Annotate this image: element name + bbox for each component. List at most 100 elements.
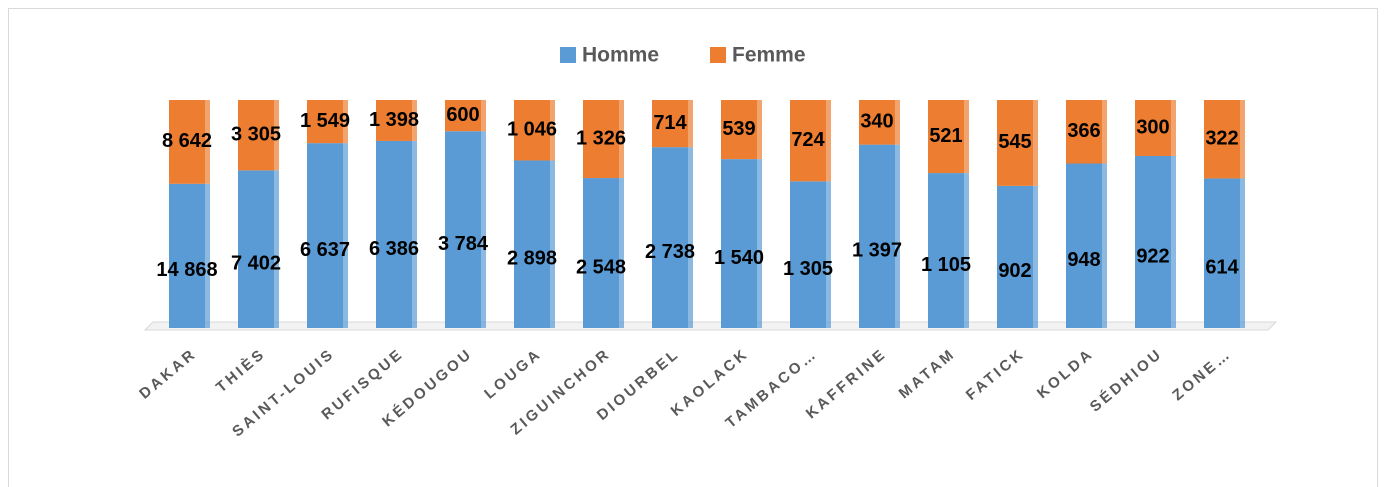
bar-side — [550, 160, 555, 328]
bar-side — [1171, 100, 1176, 156]
data-label: 539 — [722, 118, 755, 140]
bar-segment — [307, 100, 343, 144]
bar-segment — [721, 100, 757, 160]
data-label: 14 868 — [156, 259, 217, 281]
data-label: 2 548 — [576, 256, 626, 278]
data-label: 922 — [1136, 245, 1169, 267]
bar-segment — [997, 185, 1033, 328]
bar-segment — [997, 100, 1033, 186]
bar-side — [1240, 100, 1245, 179]
data-label: 902 — [998, 260, 1031, 282]
bar-side — [343, 143, 348, 328]
bar-segment — [1204, 178, 1240, 328]
bar-segment — [790, 181, 826, 328]
data-label: 7 402 — [231, 252, 281, 274]
legend-swatch — [560, 47, 576, 63]
bar-side — [205, 183, 210, 328]
bar-segment — [307, 143, 343, 328]
data-label: 1 549 — [300, 110, 350, 132]
bar-side — [481, 100, 486, 132]
bar-segment — [790, 100, 826, 182]
floor — [143, 321, 1278, 331]
data-label: 521 — [929, 125, 962, 147]
legend-swatch — [710, 47, 726, 63]
bar-side — [688, 147, 693, 328]
bar-segment — [1204, 100, 1240, 179]
bar-side — [688, 100, 693, 148]
data-label: 1 046 — [507, 119, 557, 141]
bar-segment — [928, 173, 964, 328]
bar-segment — [1066, 163, 1102, 328]
bar-segment — [238, 170, 274, 328]
data-label: 1 305 — [783, 258, 833, 280]
bar-segment — [652, 100, 688, 148]
data-label: 2 738 — [645, 241, 695, 263]
bar-segment — [583, 178, 619, 328]
bar-segment — [859, 100, 895, 145]
bar-side — [757, 100, 762, 160]
bar-side — [895, 144, 900, 328]
bar-segment — [376, 140, 412, 328]
bar-side — [619, 100, 624, 179]
bar-segment — [1135, 100, 1171, 156]
bar-segment — [238, 100, 274, 171]
bar-side — [964, 173, 969, 328]
data-label: 724 — [791, 129, 825, 151]
bar-side — [412, 140, 417, 328]
bar-side — [481, 131, 486, 328]
bar-side — [1171, 155, 1176, 328]
bar-side — [550, 100, 555, 161]
data-label: 600 — [446, 104, 479, 126]
legend-label: Homme — [582, 44, 659, 67]
legend-label: Femme — [732, 44, 806, 67]
data-label: 545 — [998, 131, 1031, 153]
data-label: 948 — [1067, 249, 1100, 271]
bar-side — [274, 170, 279, 328]
data-label: 1 105 — [921, 254, 971, 276]
data-label: 340 — [860, 111, 893, 133]
bar-segment — [1066, 100, 1102, 164]
bar-side — [895, 100, 900, 145]
data-label: 322 — [1205, 127, 1238, 149]
data-label: 6 386 — [369, 238, 419, 260]
bar-side — [1102, 163, 1107, 328]
data-label: 714 — [653, 112, 687, 134]
data-label: 3 784 — [438, 233, 489, 255]
bar-side — [343, 100, 348, 144]
data-label: 3 305 — [231, 123, 281, 145]
bar-segment — [169, 100, 205, 184]
bar-side — [826, 100, 831, 182]
bar-side — [964, 100, 969, 174]
bar-side — [619, 178, 624, 328]
bar-segment — [652, 147, 688, 328]
bar-segment — [721, 159, 757, 328]
bar-side — [1102, 100, 1107, 164]
bar-segment — [928, 100, 964, 174]
data-label: 1 326 — [576, 127, 626, 149]
bar-segment — [445, 100, 481, 132]
bar-segment — [583, 100, 619, 179]
data-label: 614 — [1205, 256, 1239, 278]
bar-side — [205, 100, 210, 184]
data-label: 300 — [1136, 116, 1169, 138]
bar-side — [274, 100, 279, 171]
bar-side — [826, 181, 831, 328]
bar-segment — [1135, 155, 1171, 328]
data-label: 6 637 — [300, 239, 350, 261]
data-label: 8 642 — [162, 130, 212, 152]
data-label: 2 898 — [507, 248, 557, 270]
data-label: 1 540 — [714, 247, 764, 269]
bar-segment — [445, 131, 481, 328]
bar-side — [1033, 100, 1038, 186]
bar-segment — [376, 100, 412, 141]
bar-side — [412, 100, 417, 141]
bar-segment — [859, 144, 895, 328]
data-label: 366 — [1067, 120, 1100, 142]
bar-side — [757, 159, 762, 328]
data-label: 1 398 — [369, 109, 419, 131]
bar-segment — [514, 100, 550, 161]
bar-segment — [514, 160, 550, 328]
bar-side — [1033, 185, 1038, 328]
data-label: 1 397 — [852, 240, 902, 262]
